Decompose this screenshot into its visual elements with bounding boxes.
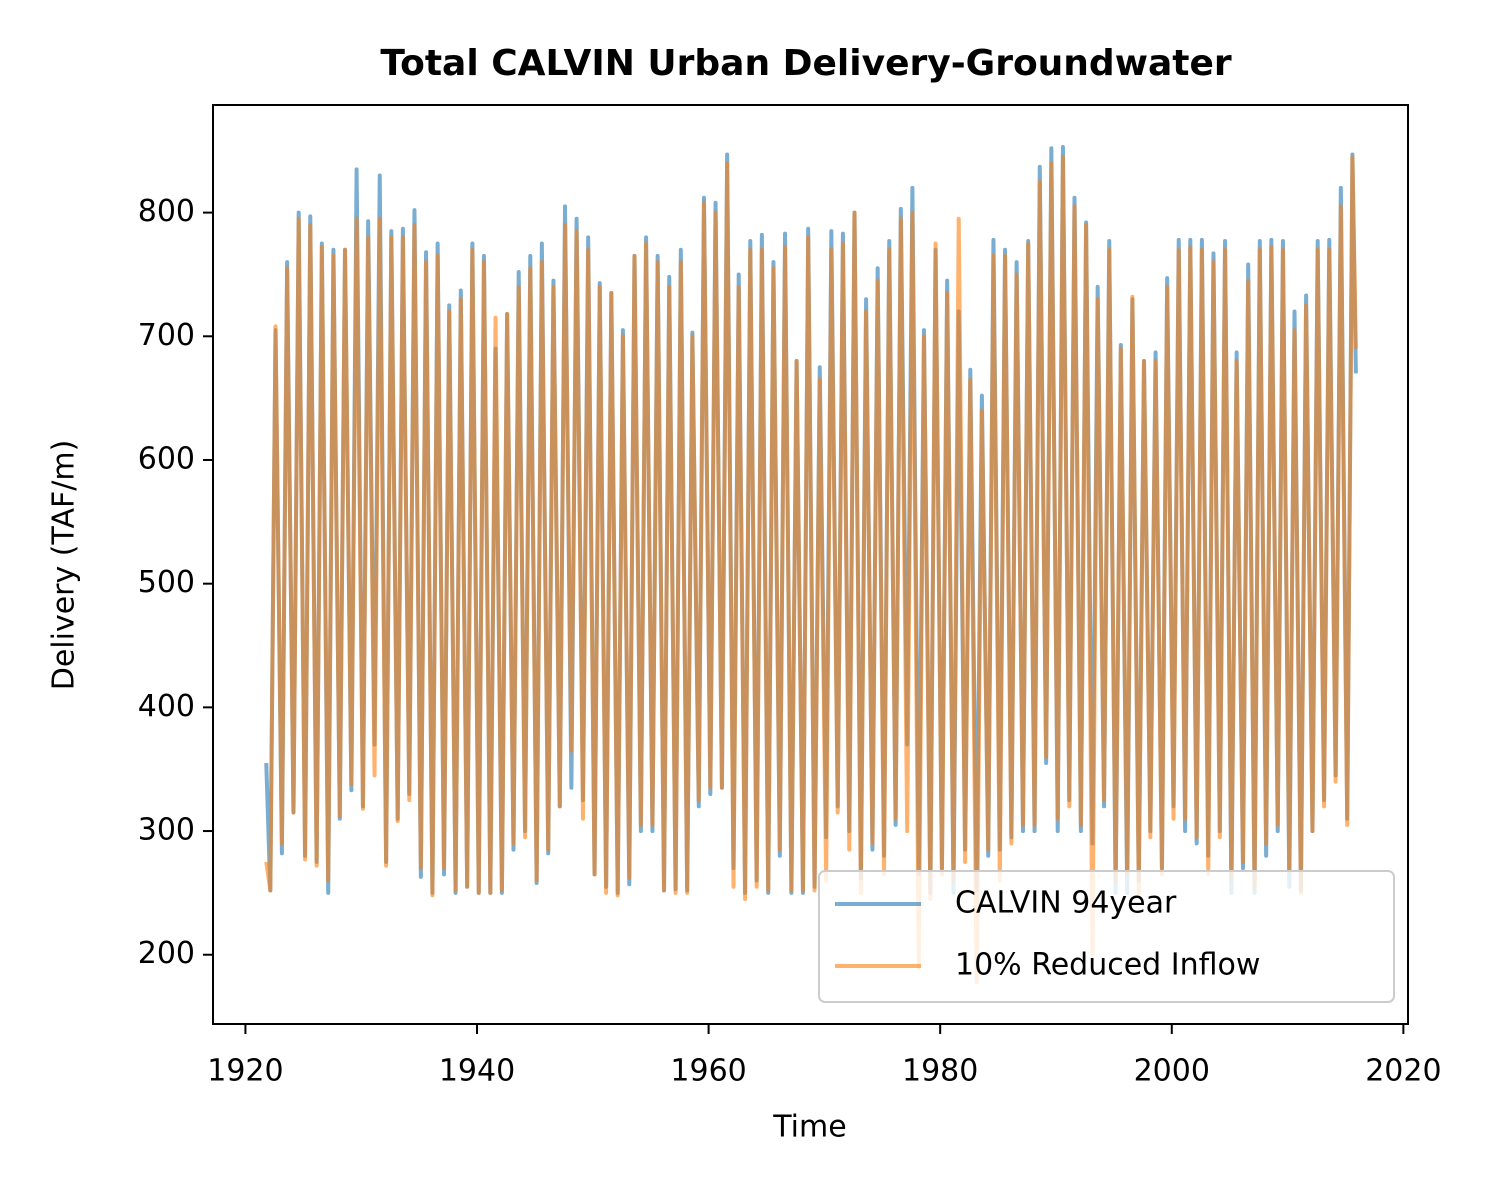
x-tick-label: 1960: [670, 1054, 746, 1089]
series-line: [264, 154, 1358, 984]
chart-title: Total CALVIN Urban Delivery-Groundwater: [380, 43, 1232, 84]
y-axis-label: Delivery (TAF/m): [47, 440, 82, 691]
y-tick-label: 300: [138, 813, 195, 848]
y-tick-label: 700: [138, 318, 195, 353]
x-axis-label: Time: [772, 1110, 846, 1145]
y-tick-label: 600: [138, 441, 195, 476]
plot-area: [264, 145, 1358, 984]
y-tick-label: 500: [138, 565, 195, 600]
legend-box: [818, 870, 1395, 1003]
x-tick-label: 1920: [207, 1054, 283, 1089]
legend-label: CALVIN 94year: [955, 886, 1177, 921]
y-tick-label: 200: [138, 936, 195, 971]
plot-frame: [212, 104, 1409, 1025]
x-tick-label: 1980: [902, 1054, 978, 1089]
y-tick-label: 400: [138, 689, 195, 724]
x-tick-label: 2020: [1365, 1054, 1441, 1089]
y-tick-label: 800: [138, 194, 195, 229]
legend-label: 10% Reduced Inflow: [955, 948, 1260, 983]
x-tick-label: 2000: [1134, 1054, 1210, 1089]
x-tick-label: 1940: [439, 1054, 515, 1089]
